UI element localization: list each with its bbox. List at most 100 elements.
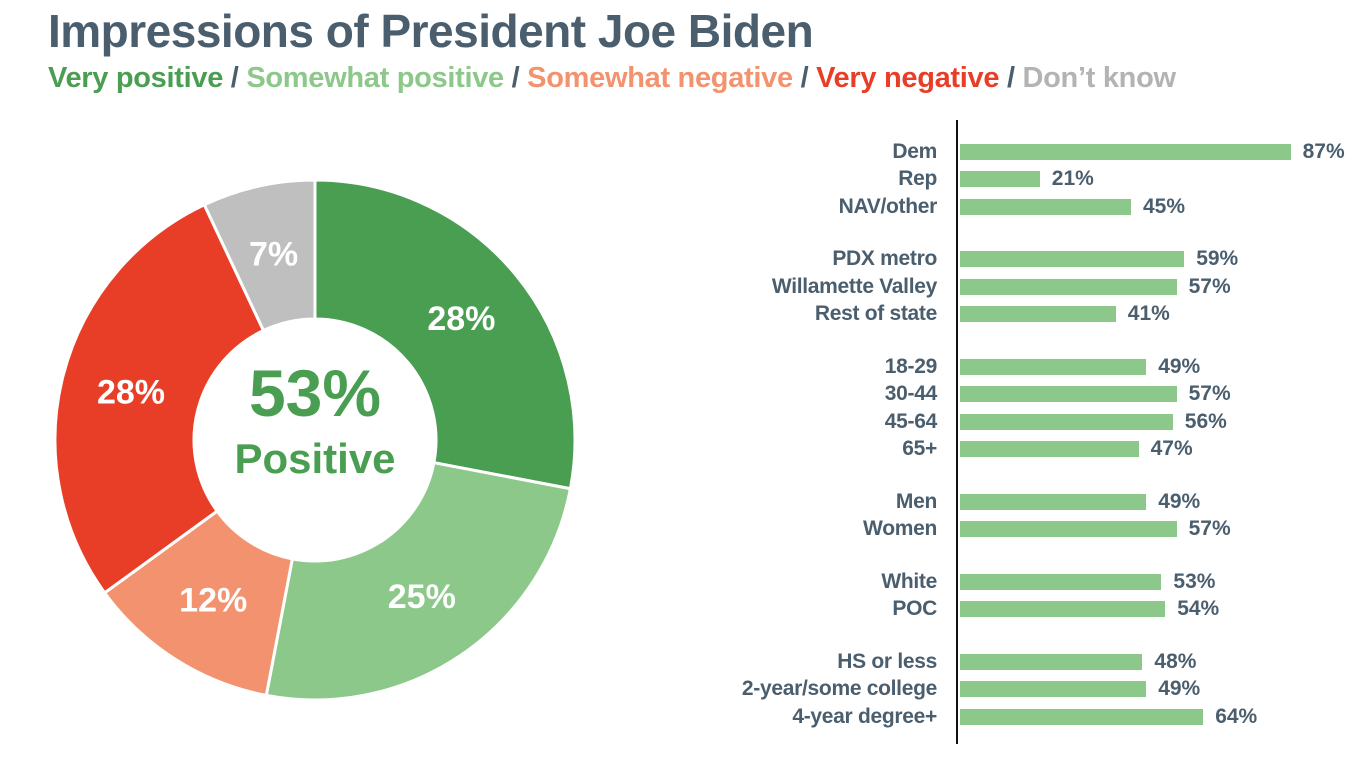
bar-row-label: 30-44 — [884, 382, 938, 406]
bar-value: 47% — [1150, 437, 1193, 461]
bar-value: 57% — [1188, 517, 1231, 541]
bar-row-label: 45-64 — [884, 409, 938, 433]
bar — [960, 653, 1143, 670]
bar-row-label: Willamette Valley — [771, 274, 937, 298]
bar-row-label: NAV/other — [838, 194, 938, 218]
bar — [960, 413, 1173, 430]
bar-row-dem: Dem 87% — [723, 138, 1349, 166]
bar-row-65: 65+ 47% — [723, 436, 1349, 464]
legend-item: Somewhat negative — [527, 61, 793, 94]
legend-separator: / — [999, 61, 1023, 94]
bar-row-willamette-valley: Willamette Valley 57% — [723, 273, 1349, 301]
bar-value: 59% — [1196, 247, 1239, 271]
bar-value: 53% — [1173, 569, 1216, 593]
donut-slice-don-t-know — [202, 178, 317, 333]
bar-row-label: PDX metro — [832, 247, 937, 271]
bar-row-label: 18-29 — [884, 354, 938, 378]
bar — [960, 681, 1147, 698]
donut-center-value: 53% — [248, 356, 382, 430]
bar — [960, 441, 1139, 458]
bar-row-rep: Rep 21% — [723, 166, 1349, 194]
donut-slice-value-somewhat-positive: 25% — [388, 578, 456, 616]
bar — [960, 573, 1162, 590]
donut-slice-value-somewhat-negative: 12% — [179, 581, 247, 619]
legend-separator: / — [223, 61, 247, 94]
bar-row-45-64: 45-64 56% — [723, 408, 1349, 436]
donut-slice-value-very-negative: 28% — [97, 374, 165, 412]
donut-center-word: Positive — [234, 435, 396, 482]
bar — [960, 601, 1166, 618]
bar-value: 41% — [1127, 302, 1170, 326]
bar — [960, 306, 1116, 323]
bar-row-label: Rest of state — [814, 302, 937, 326]
legend-item: Very positive — [48, 61, 224, 94]
bar-value: 87% — [1302, 139, 1345, 163]
bar — [960, 171, 1040, 188]
donut-slice-value-very-positive: 28% — [427, 300, 495, 338]
bar-row-men: Men 49% — [723, 488, 1349, 516]
legend-item: Very negative — [816, 61, 1000, 94]
bar-row-label: 2-year/some college — [741, 677, 937, 701]
bar-row-pdx-metro: PDX metro 59% — [723, 246, 1349, 274]
donut-chart: 28% 25% 12% 28% 7% 53% Positive — [28, 158, 602, 730]
bar-row-label: Rep — [898, 167, 937, 191]
bar-value: 64% — [1215, 704, 1258, 728]
bar-value: 48% — [1154, 649, 1197, 673]
bar-row-label: POC — [892, 597, 937, 621]
bar-row-label: 4-year degree+ — [792, 704, 937, 728]
bar-group-1: PDX metro 59% Willamette Valley 57% Rest of … — [723, 246, 1349, 329]
bar-value: 57% — [1188, 274, 1231, 298]
demographic-bar-chart: Dem 87% Rep 21% NAV/other 45% PDX metro 59% Will… — [723, 120, 1349, 744]
bar-group-3: Men 49% Women 57% — [723, 488, 1349, 543]
bar-row-poc: POC 54% — [723, 596, 1349, 624]
bar-row-white: White 53% — [723, 568, 1349, 596]
bar-value: 49% — [1158, 354, 1201, 378]
legend-separator: / — [792, 61, 817, 94]
bar-value: 21% — [1051, 167, 1094, 191]
bar-value: 49% — [1158, 489, 1201, 513]
bar-row-women: Women 57% — [723, 516, 1349, 544]
bar — [960, 521, 1177, 538]
bar — [960, 358, 1147, 375]
bar-groups: Dem 87% Rep 21% NAV/other 45% PDX metro 59% Will… — [723, 138, 1349, 731]
impression-scale-legend: Very positive / Somewhat positive / Some… — [48, 62, 1328, 95]
bar-row-label: HS or less — [837, 649, 937, 673]
donut-slice-value-don-t-know: 7% — [249, 236, 298, 274]
legend-item: Somewhat positive — [246, 61, 504, 94]
page-title: Impressions of President Joe Biden — [48, 5, 814, 57]
bar — [960, 143, 1291, 160]
bar-row-label: White — [881, 569, 937, 593]
donut-slice-somewhat-positive — [264, 460, 573, 702]
bar — [960, 251, 1185, 268]
donut-slice-very-positive — [313, 178, 577, 491]
axis-line — [956, 120, 958, 744]
bar-value: 49% — [1158, 677, 1201, 701]
legend-item: Don’t know — [1022, 61, 1177, 94]
bar-value: 54% — [1177, 597, 1220, 621]
header: Impressions of President Joe Biden Very … — [48, 6, 1328, 95]
bar — [960, 278, 1177, 295]
bar-row-nav-other: NAV/other 45% — [723, 193, 1349, 221]
bar-row-label: Women — [863, 517, 937, 541]
bar-row-30-44: 30-44 57% — [723, 381, 1349, 409]
bar-group-4: White 53% POC 54% — [723, 568, 1349, 623]
bar-group-2: 18-29 49% 30-44 57% 45-64 56% 65+ 47% — [723, 353, 1349, 463]
bar-value: 56% — [1184, 409, 1227, 433]
bar-group-0: Dem 87% Rep 21% NAV/other 45% — [723, 138, 1349, 221]
legend-separator: / — [503, 61, 528, 94]
bar-row-18-29: 18-29 49% — [723, 353, 1349, 381]
donut-slice-somewhat-negative — [102, 509, 295, 698]
bar-row-rest-of-state: Rest of state 41% — [723, 301, 1349, 329]
bar-row-hs-or-less: HS or less 48% — [723, 648, 1349, 676]
bar-row-2-year-some-college: 2-year/some college 49% — [723, 676, 1349, 704]
bar — [960, 198, 1131, 215]
bar-row-label: 65+ — [902, 437, 937, 461]
donut-svg: 28% 25% 12% 28% 7% — [53, 178, 577, 702]
bar-row-label: Dem — [892, 139, 937, 163]
bar — [960, 493, 1147, 510]
bar-group-5: HS or less 48% 2-year/some college 49% 4-yea… — [723, 648, 1349, 731]
donut-slice-very-negative — [53, 202, 266, 595]
bar-value: 57% — [1188, 382, 1231, 406]
bar-row-4-year-degree: 4-year degree+ 64% — [723, 703, 1349, 731]
donut-center-label: 53% Positive — [234, 360, 395, 480]
